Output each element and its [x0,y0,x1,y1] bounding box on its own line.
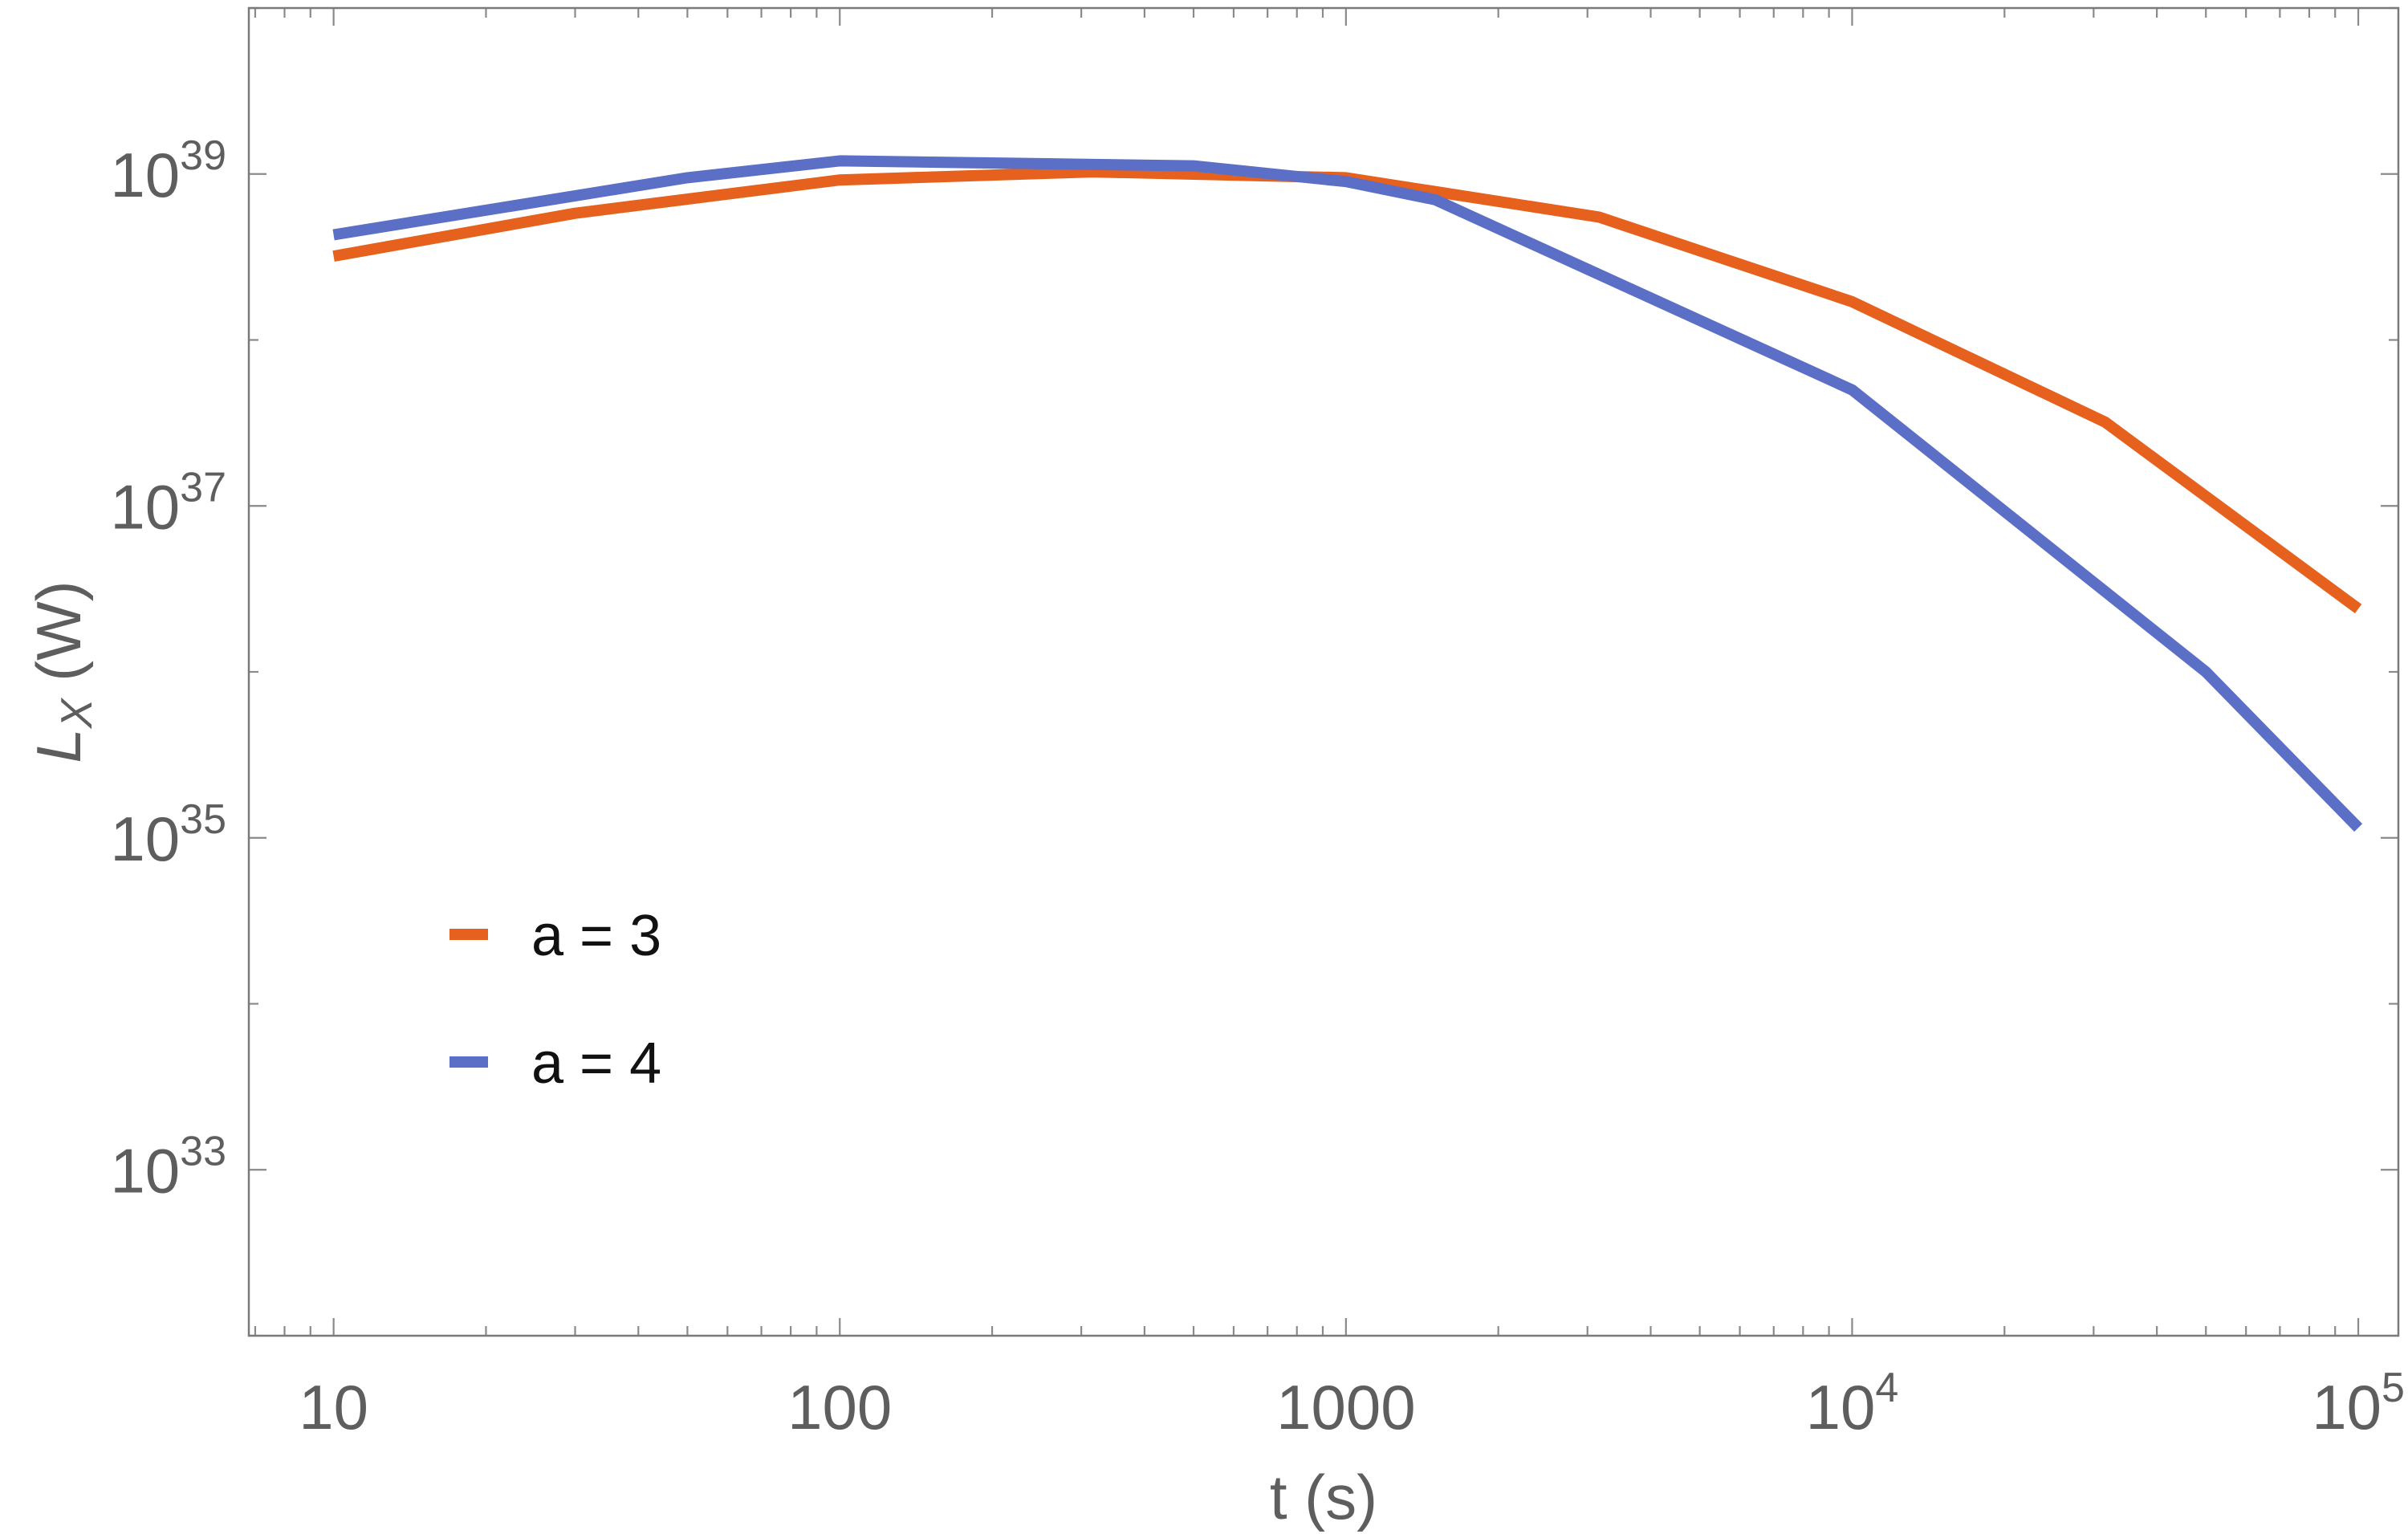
y-tick-label-base: 10 [110,1135,180,1206]
series-lines [332,155,2363,832]
x-tick-label: 100 [787,1372,892,1442]
x-tick-label: 104 [1806,1365,1899,1442]
x-tick-label-exponent: 4 [1875,1365,1898,1411]
y-tick-label: 1039 [110,132,226,210]
y-tick-label-exponent: 35 [180,796,226,843]
x-tick-label-base: 100 [787,1372,892,1442]
y-tick-label-exponent: 33 [180,1128,226,1174]
plot-frame [247,6,2400,1337]
legend-label-a4: a = 4 [531,1031,661,1096]
legend-label-a3: a = 3 [531,904,661,968]
x-axis-title: t (s) [1270,1462,1377,1532]
x-tick-label: 1000 [1276,1372,1416,1442]
x-tick-label-exponent: 5 [2382,1365,2405,1411]
y-axis-title-main: L [23,728,94,763]
x-tick-label-base: 10 [1806,1372,1876,1442]
x-tick-label-base: 1000 [1276,1372,1416,1442]
y-axis-title-unit: (W) [23,580,94,698]
y-tick-label: 1033 [110,1128,226,1206]
x-tick-label: 10 [299,1372,368,1442]
y-tick-label-base: 10 [110,471,180,542]
y-axis-title: LX (W) [23,580,101,763]
x-tick-label-base: 10 [299,1372,368,1442]
y-tick-label: 1035 [110,796,226,874]
x-tick-label: 105 [2312,1365,2405,1442]
y-axis-title-sub: X [51,697,101,730]
series-line-a4 [332,155,2363,832]
y-tick-label-base: 10 [110,140,180,210]
x-tick-label-base: 10 [2312,1372,2382,1442]
legend: a = 3 a = 4 [449,904,661,1096]
y-tick-label-base: 10 [110,804,180,874]
y-tick-label-exponent: 37 [180,464,226,511]
y-tick-label-exponent: 39 [180,132,226,179]
y-tick-label: 1037 [110,464,226,542]
